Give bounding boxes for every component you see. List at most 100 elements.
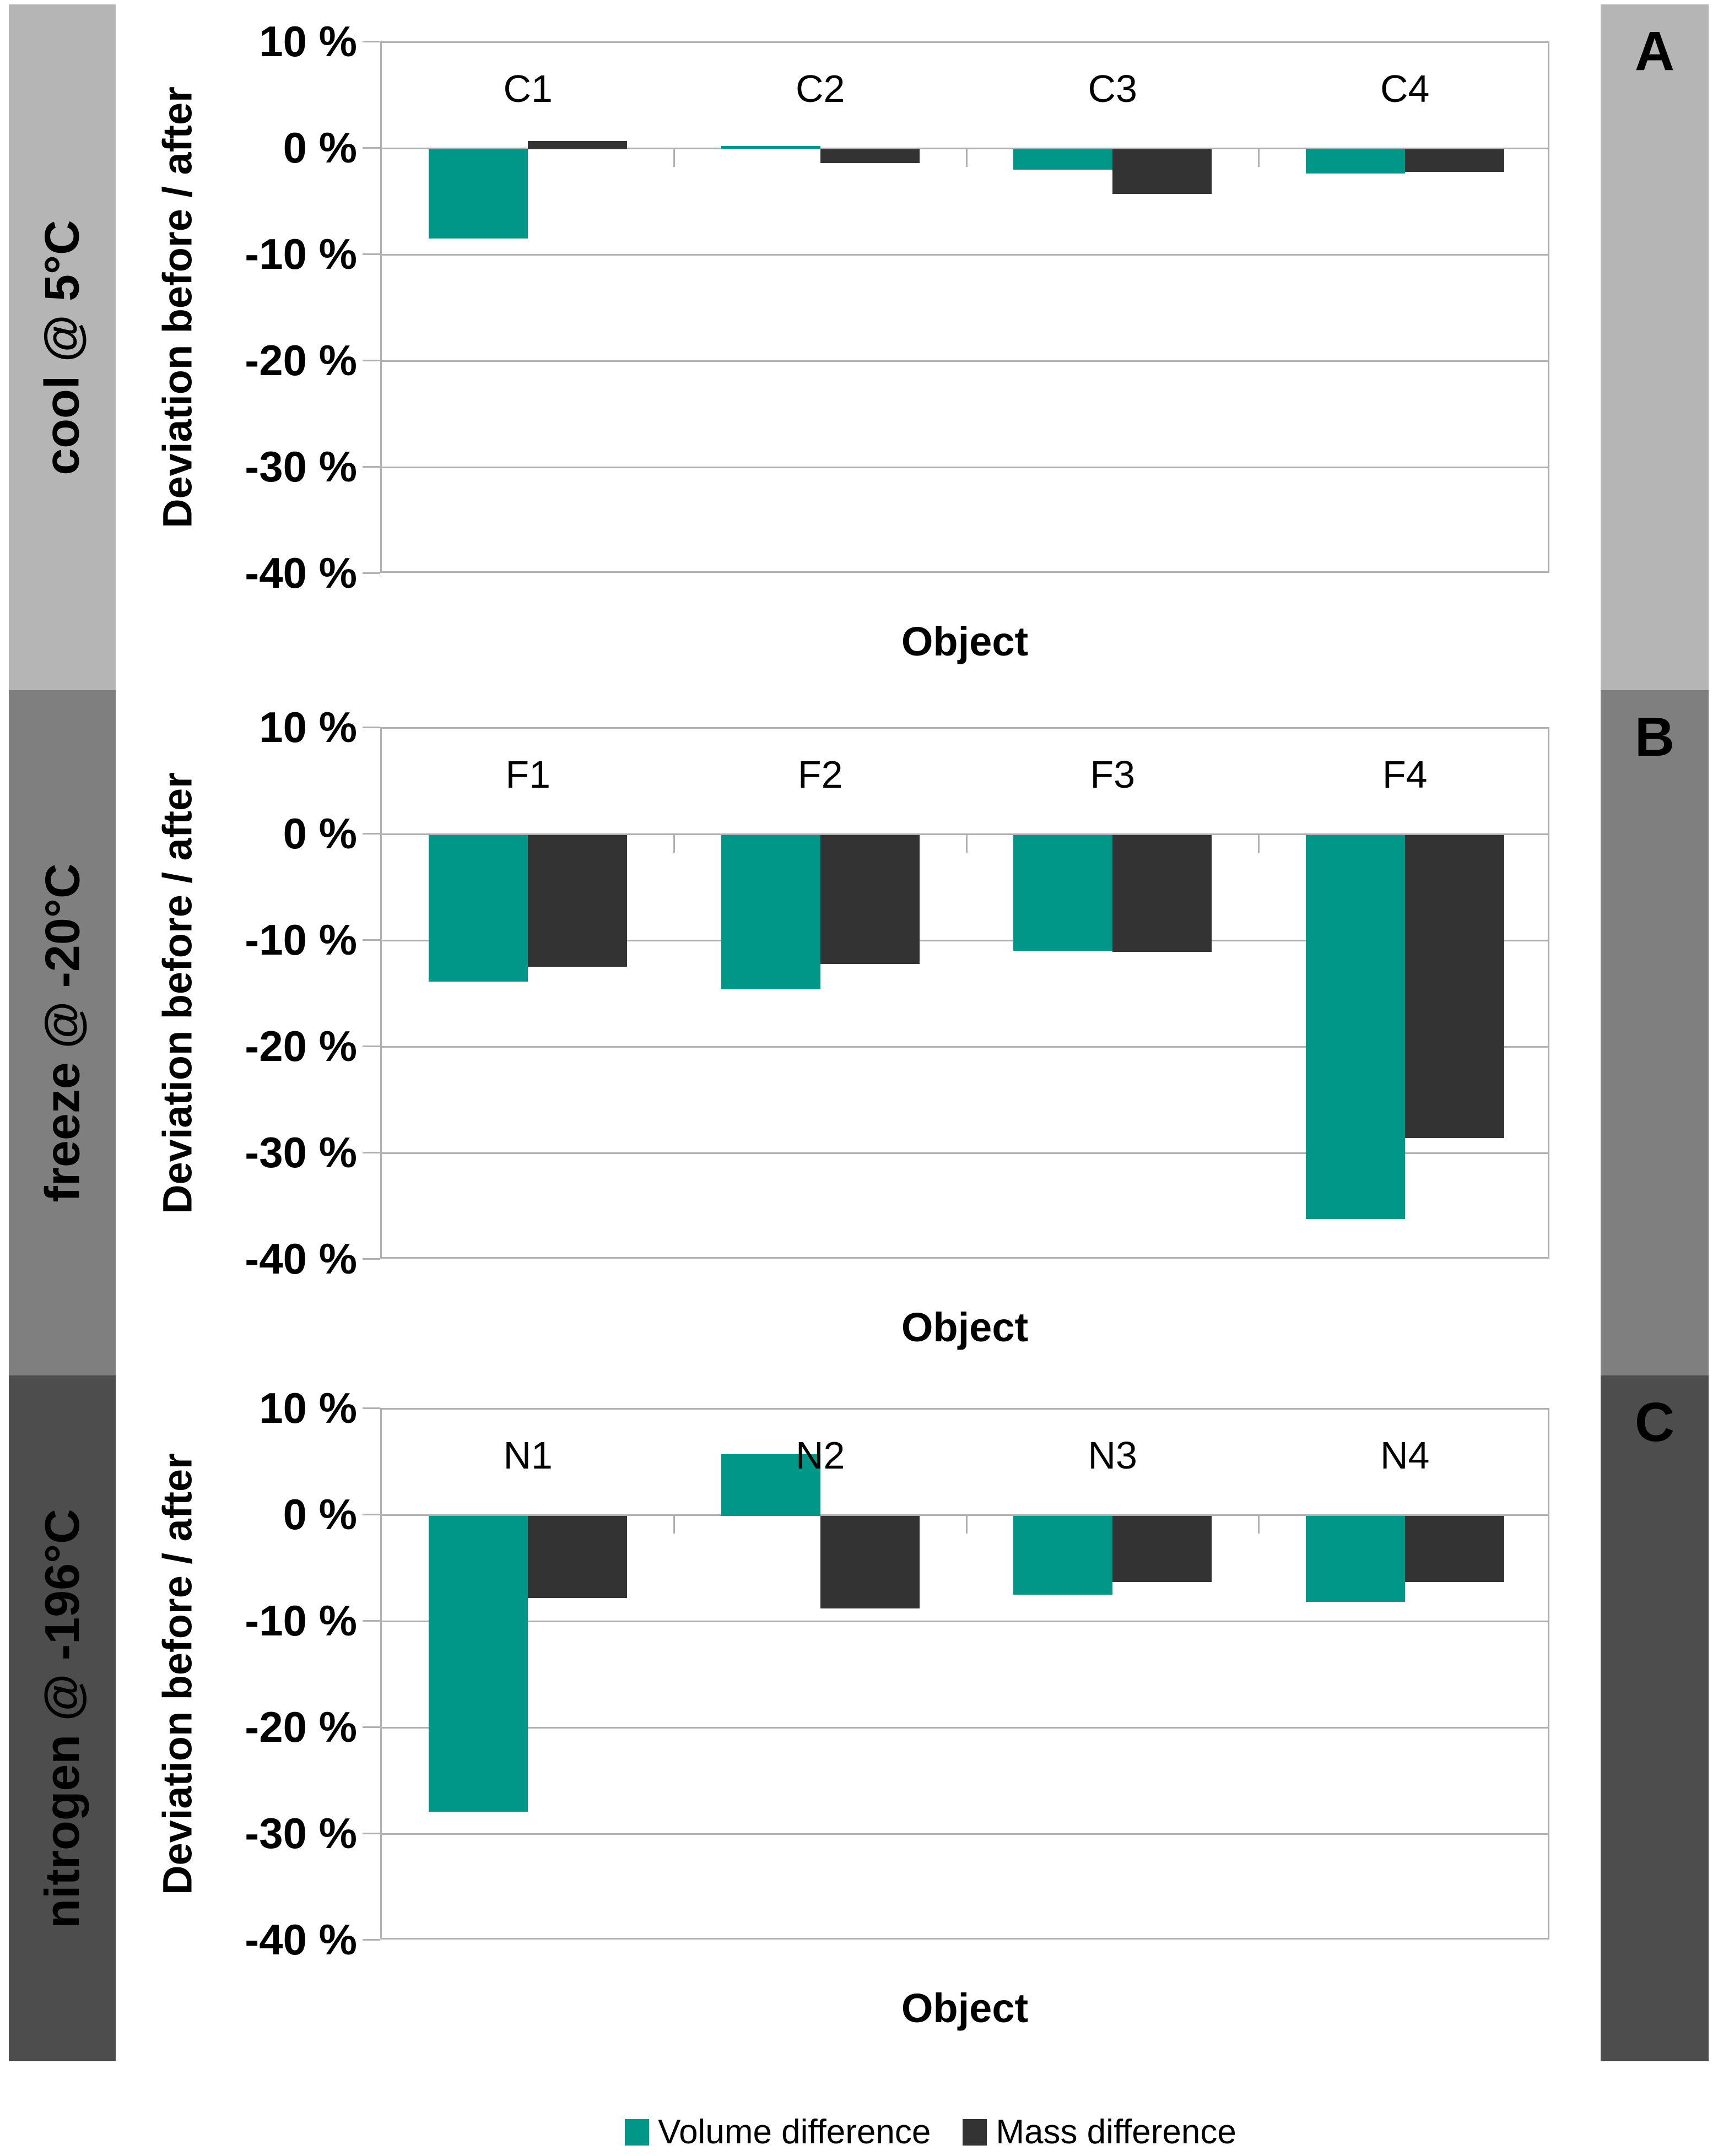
category-label: C1 <box>503 67 553 110</box>
y-tick-label: -30 % <box>245 442 357 491</box>
mass-swatch <box>963 2119 987 2146</box>
gridline <box>382 833 1548 835</box>
y-tick-label: -20 % <box>245 1703 357 1751</box>
volume-bar <box>1013 1516 1113 1595</box>
x-tick-mark <box>673 835 675 853</box>
y-tick-mark <box>363 572 380 574</box>
plot-area: N1 N2 N3 N4 <box>380 1408 1549 1940</box>
gridline <box>382 1621 1548 1622</box>
y-tick-mark <box>363 833 380 835</box>
category-label: C4 <box>1380 67 1430 110</box>
volume-bar <box>429 149 528 239</box>
category-label: F4 <box>1382 753 1428 796</box>
x-tick-mark <box>1258 1516 1260 1534</box>
mass-bar <box>1404 1516 1504 1582</box>
y-tick-mark <box>363 147 380 149</box>
y-tick-mark <box>363 466 380 468</box>
plot-area: C1 C2 C3 C4 <box>380 41 1549 573</box>
category-label: N1 <box>503 1434 553 1477</box>
x-tick-mark <box>1258 149 1260 167</box>
y-tick-mark <box>363 41 380 42</box>
mass-bar <box>820 835 920 964</box>
legend-item: Mass difference <box>963 2113 1236 2152</box>
y-tick-mark <box>363 1726 380 1728</box>
gridline <box>382 148 1548 149</box>
mass-bar <box>820 1516 920 1608</box>
volume-bar <box>721 146 820 149</box>
volume-bar <box>721 1454 820 1516</box>
volume-bar <box>1305 835 1405 1219</box>
mass-bar <box>1112 1516 1212 1582</box>
y-tick-label: -40 % <box>245 1234 357 1283</box>
panel-letter: A <box>1634 20 1675 82</box>
condition-band: freeze @ -20°C <box>9 690 116 1375</box>
category-label: F3 <box>1090 753 1136 796</box>
x-tick-mark <box>673 149 675 167</box>
gridline <box>382 1514 1548 1516</box>
y-tick-mark <box>363 360 380 361</box>
x-tick-mark <box>673 1516 675 1534</box>
y-tick-mark <box>363 727 380 728</box>
condition-band-label: freeze @ -20°C <box>35 863 90 1202</box>
category-label: N3 <box>1088 1434 1137 1477</box>
category-label: N2 <box>796 1434 845 1477</box>
condition-band-label: cool @ 5°C <box>35 219 90 475</box>
y-tick-mark <box>363 1833 380 1834</box>
legend-label: Mass difference <box>996 2113 1236 2151</box>
volume-bar <box>1305 149 1405 174</box>
y-tick-label: -10 % <box>245 916 357 964</box>
legend-label: Volume difference <box>658 2113 931 2151</box>
y-tick-mark <box>363 939 380 941</box>
category-label: C3 <box>1088 67 1137 110</box>
y-tick-label: -20 % <box>245 1022 357 1070</box>
volume-bar <box>1013 835 1113 951</box>
gridline <box>382 940 1548 941</box>
mass-bar <box>1112 835 1212 952</box>
y-tick-label: 10 % <box>259 1384 357 1432</box>
y-tick-mark <box>363 1620 380 1622</box>
legend: Volume difference Mass difference <box>72 2113 1718 2152</box>
mass-bar <box>528 140 628 149</box>
panel-letter-band: B <box>1601 690 1709 1375</box>
y-tick-label: -10 % <box>245 230 357 278</box>
condition-band-label: nitrogen @ -196°C <box>35 1508 90 1929</box>
y-tick-label: -10 % <box>245 1596 357 1645</box>
legend-item: Volume difference <box>625 2113 931 2152</box>
y-tick-label: -40 % <box>245 549 357 597</box>
x-axis-title: Object <box>901 1304 1029 1350</box>
gridline <box>382 1833 1548 1835</box>
condition-band: cool @ 5°C <box>9 4 116 690</box>
panel-letter-band: A <box>1601 4 1709 690</box>
panel-letter: C <box>1634 1391 1675 1453</box>
y-tick-label: 10 % <box>259 703 357 751</box>
y-tick-label: 0 % <box>283 1490 357 1539</box>
y-tick-mark <box>363 1046 380 1047</box>
volume-bar <box>721 835 820 989</box>
x-tick-mark <box>965 835 968 853</box>
volume-bar <box>1013 149 1113 170</box>
y-tick-mark <box>363 1258 380 1260</box>
y-tick-mark <box>363 1939 380 1941</box>
panel-letter: B <box>1634 706 1675 768</box>
mass-bar <box>1112 149 1212 194</box>
y-tick-label: 0 % <box>283 123 357 172</box>
y-tick-label: -30 % <box>245 1809 357 1857</box>
y-tick-label: -30 % <box>245 1128 357 1177</box>
gridline <box>382 1152 1548 1154</box>
mass-bar <box>820 149 920 164</box>
mass-bar <box>528 835 628 967</box>
mass-bar <box>1404 835 1504 1139</box>
gridline <box>382 1727 1548 1729</box>
plot-area: F1 F2 F3 F4 <box>380 727 1549 1259</box>
condition-band: nitrogen @ -196°C <box>9 1375 116 2061</box>
panel-letter-band: C <box>1601 1375 1709 2061</box>
y-tick-mark <box>363 253 380 255</box>
y-tick-label: -20 % <box>245 336 357 384</box>
x-tick-mark <box>965 149 968 167</box>
mass-bar <box>528 1516 628 1598</box>
y-tick-mark <box>363 1152 380 1153</box>
y-tick-mark <box>363 1407 380 1409</box>
gridline <box>382 1046 1548 1048</box>
gridline <box>382 467 1548 468</box>
